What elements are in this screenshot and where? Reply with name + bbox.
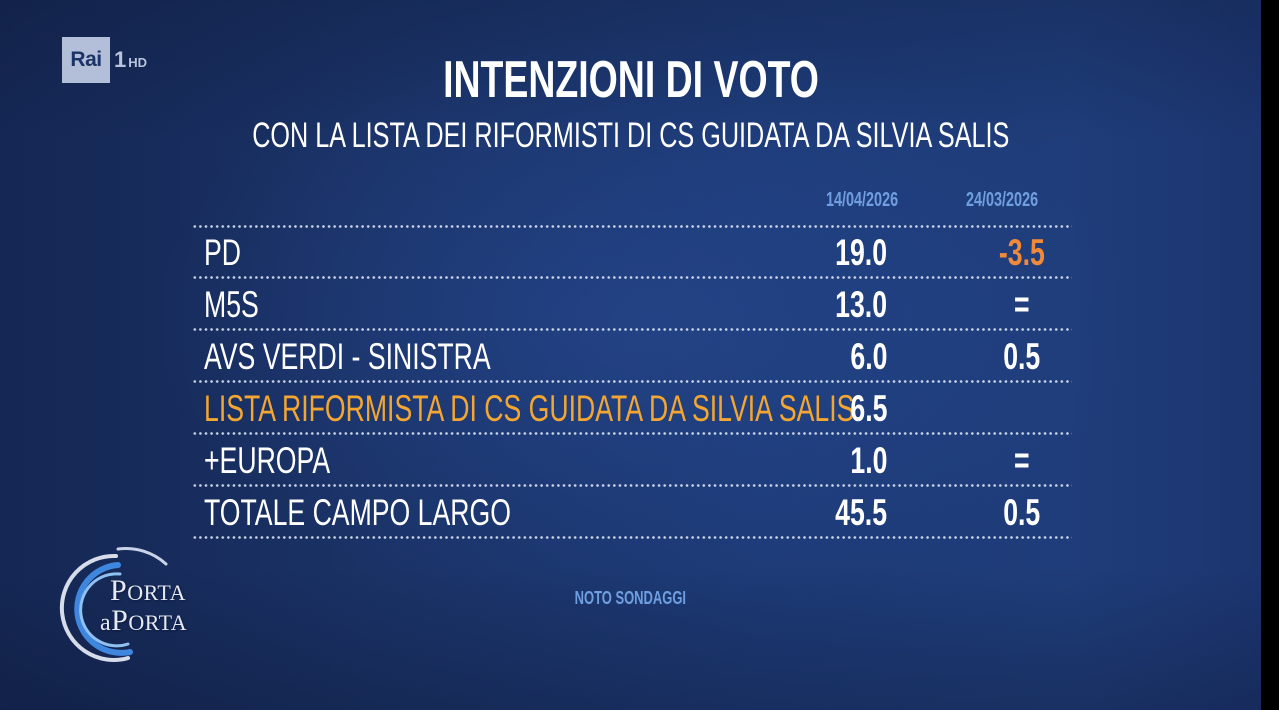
table-row-totale: TOTALE CAMPO LARGO 45.5 0.5: [192, 486, 1072, 539]
divider: [192, 276, 1072, 279]
divider: [192, 432, 1072, 435]
hd-badge: HD: [128, 54, 148, 70]
change-value: -3.5: [999, 232, 1045, 273]
table-row-avs: AVS VERDI - SINISTRA 6.0 0.5: [192, 330, 1072, 383]
party-label: +EUROPA: [204, 440, 331, 481]
poll-table: PD 19.0 -3.5 M5S 13.0 = AVS VERDI - SINI…: [192, 225, 1072, 539]
change-value: [972, 389, 1072, 429]
source-label: NOTO SONDAGGI: [574, 588, 687, 608]
logo-line-1: PORTA: [110, 574, 186, 607]
chart-subtitle: CON LA LISTA DEI RIFORMISTI DI CS GUIDAT…: [251, 116, 1010, 155]
current-value: 6.0: [849, 336, 887, 377]
porta-a-porta-logo: PORTA aPORTA: [58, 540, 238, 670]
divider: [192, 380, 1072, 383]
divider: [192, 484, 1072, 487]
divider: [192, 328, 1072, 331]
table-row-lista-riformista: LISTA RIFORMISTA DI CS GUIDATA DA SILVIA…: [192, 382, 1072, 435]
chart-title: INTENZIONI DI VOTO: [442, 51, 819, 109]
divider: [192, 536, 1072, 539]
change-value: 0.5: [1003, 336, 1041, 377]
party-label: AVS VERDI - SINISTRA: [204, 336, 491, 377]
party-label-highlighted: LISTA RIFORMISTA DI CS GUIDATA DA SILVIA…: [204, 388, 855, 429]
rai-logo-box: Rai: [62, 37, 110, 83]
column-header-current-date: 14/04/2026: [826, 189, 899, 211]
channel-number: 1: [114, 47, 127, 72]
table-row-m5s: M5S 13.0 =: [192, 278, 1072, 331]
table-row-pd: PD 19.0 -3.5: [192, 226, 1072, 279]
party-label: TOTALE CAMPO LARGO: [204, 492, 511, 533]
table-row-europa: +EUROPA 1.0 =: [192, 434, 1072, 487]
party-label: M5S: [204, 284, 259, 325]
change-value: =: [1014, 440, 1030, 481]
divider: [192, 225, 1072, 228]
current-value: 45.5: [835, 492, 887, 533]
column-header-previous-date: 24/03/2026: [966, 189, 1039, 211]
logo-line-2: aPORTA: [100, 604, 188, 637]
current-value: 1.0: [849, 440, 887, 481]
current-value: 13.0: [835, 284, 887, 325]
channel-logo: Rai 1 HD: [62, 37, 147, 83]
party-label: PD: [204, 232, 242, 273]
current-value: 6.5: [849, 388, 887, 429]
arc-rings-icon: [59, 547, 168, 662]
change-value: =: [1014, 284, 1030, 325]
current-value: 19.0: [835, 232, 887, 273]
change-value: 0.5: [1003, 492, 1041, 533]
